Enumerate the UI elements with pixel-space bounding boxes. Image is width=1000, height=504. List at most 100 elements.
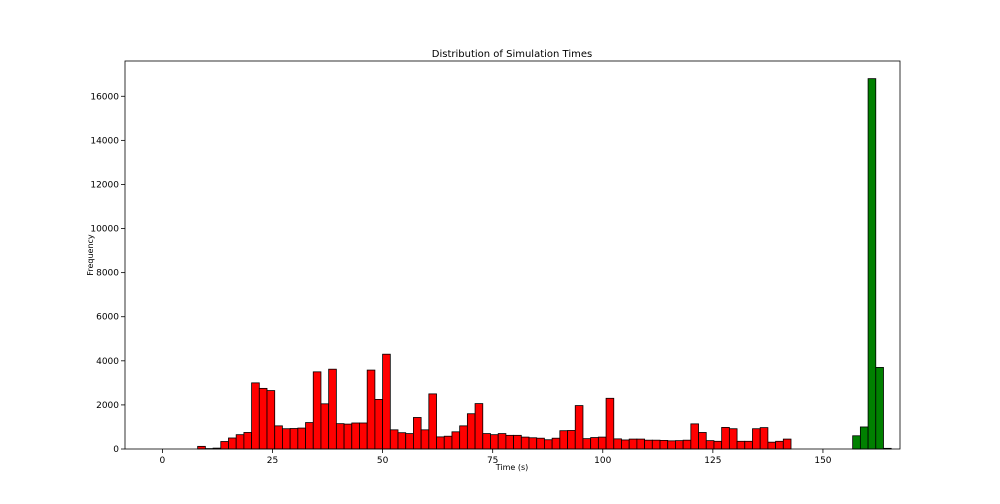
histogram-bar-1-2 — [867, 78, 877, 450]
histogram-bar-0-42 — [520, 436, 530, 450]
histogram-bar-0-57 — [636, 438, 646, 450]
histogram-bar-0-51 — [590, 437, 599, 450]
histogram-bar-0-9 — [266, 390, 276, 450]
histogram-bar-0-13 — [297, 427, 306, 450]
histogram-bar-0-48 — [567, 430, 576, 450]
histogram-bar-0-67 — [713, 440, 723, 450]
histogram-bar-0-64 — [690, 423, 699, 450]
histogram-bar-0-16 — [320, 403, 330, 450]
histogram-bar-0-26 — [397, 432, 407, 450]
histogram-bar-0-22 — [366, 369, 376, 450]
histogram-bar-0-61 — [667, 440, 676, 450]
histogram-bar-0-71 — [744, 440, 753, 450]
histogram-bar-0-17 — [328, 368, 337, 450]
histogram-bar-0-31 — [436, 436, 445, 450]
y-axis-label: Frequency — [86, 234, 95, 276]
y-tick-label-5: 10000 — [90, 225, 119, 235]
x-tick-label-5: 125 — [704, 456, 721, 466]
histogram-bar-0-75 — [775, 440, 784, 450]
histogram-bar-0-14 — [305, 422, 314, 450]
histogram-bar-0-30 — [428, 393, 437, 450]
histogram-bar-0-44 — [536, 437, 545, 450]
histogram-bar-0-23 — [374, 398, 383, 450]
histogram-bar-1-0 — [852, 435, 861, 450]
histogram-bar-0-27 — [405, 433, 414, 450]
histogram-bar-0-50 — [582, 438, 592, 450]
y-tick-label-3: 6000 — [96, 313, 119, 323]
histogram-bar-1-3 — [875, 367, 884, 450]
histogram-bar-0-4 — [228, 437, 237, 450]
y-tick-label-1: 2000 — [96, 401, 119, 411]
histogram-bar-0-29 — [420, 429, 430, 450]
histogram-bar-0-40 — [505, 434, 515, 450]
x-axis-label: Time (s) — [495, 463, 529, 472]
x-tick-label-3: 75 — [487, 456, 498, 466]
y-tick-label-2: 4000 — [96, 357, 119, 367]
histogram-bar-0-28 — [413, 417, 422, 450]
histogram-bar-0-59 — [651, 439, 661, 450]
histogram-bar-0-74 — [767, 441, 777, 450]
histogram-bar-0-24 — [382, 353, 391, 450]
histogram-bar-0-25 — [389, 429, 399, 450]
histogram-bar-0-11 — [282, 428, 291, 450]
histogram-bar-0-39 — [497, 433, 507, 450]
histogram-bar-0-32 — [443, 435, 453, 450]
bars-group — [197, 78, 892, 450]
chart-title: Distribution of Simulation Times — [432, 49, 592, 60]
histogram-bar-0-33 — [451, 431, 461, 450]
histogram-bar-0-35 — [466, 413, 476, 450]
histogram-bar-0-68 — [721, 426, 730, 450]
histogram-bar-0-18 — [335, 423, 345, 450]
histogram-bar-0-20 — [351, 422, 360, 450]
y-tick-label-7: 14000 — [90, 136, 119, 146]
histogram-bar-0-38 — [490, 434, 499, 450]
y-tick-label-8: 16000 — [90, 92, 119, 102]
histogram-bar-0-70 — [736, 440, 746, 450]
histogram-bar-0-52 — [597, 436, 607, 450]
histogram-bar-0-76 — [782, 438, 792, 450]
histogram-bar-0-43 — [528, 437, 538, 450]
histogram-bar-0-19 — [343, 423, 353, 450]
histogram-bar-0-58 — [644, 439, 653, 450]
histogram-bar-0-56 — [628, 438, 638, 450]
histogram-bar-0-72 — [752, 428, 761, 450]
y-tick-label-4: 8000 — [96, 269, 119, 279]
histogram-bar-0-5 — [235, 434, 245, 450]
histogram-bar-0-63 — [682, 439, 692, 450]
histogram-bar-0-55 — [621, 439, 630, 450]
histogram-bar-0-21 — [359, 422, 368, 450]
histogram-bar-0-60 — [659, 440, 669, 450]
histogram-bar-0-3 — [220, 441, 229, 450]
histogram-bar-0-69 — [728, 428, 738, 450]
histogram-bar-0-54 — [613, 438, 622, 450]
histogram-bar-0-47 — [559, 430, 568, 450]
histogram-bar-0-73 — [759, 427, 769, 450]
histogram-bar-0-46 — [551, 437, 561, 450]
histogram-bar-0-7 — [251, 382, 260, 450]
plot-frame — [124, 60, 901, 450]
x-tick-label-4: 100 — [594, 456, 611, 466]
histogram-bar-0-62 — [675, 440, 684, 450]
y-tick-label-0: 0 — [113, 445, 119, 455]
x-tick-label-1: 25 — [267, 456, 278, 466]
x-tick-label-0: 0 — [160, 456, 166, 466]
histogram-bar-0-34 — [459, 425, 468, 450]
histogram-bar-0-10 — [274, 425, 283, 450]
histogram-bar-0-12 — [289, 428, 299, 450]
y-axis: 0 2000 4000 6000 8000 10000 12000 14000 16000 — [90, 92, 125, 455]
histogram-bar-0-49 — [574, 405, 584, 450]
x-axis: 0 25 50 75 100 125 150 — [160, 449, 832, 466]
histogram-bar-0-66 — [705, 440, 715, 450]
x-tick-label-6: 150 — [814, 456, 831, 466]
histogram-bar-0-65 — [698, 432, 707, 450]
histogram-bar-0-6 — [243, 432, 252, 450]
histogram-bar-0-8 — [258, 387, 268, 450]
histogram-bar-0-53 — [605, 397, 615, 450]
histogram-bar-0-41 — [513, 434, 522, 450]
y-tick-label-6: 12000 — [90, 180, 119, 190]
histogram-bar-0-45 — [544, 439, 553, 450]
histogram-bar-0-37 — [482, 433, 491, 450]
x-tick-label-2: 50 — [377, 456, 389, 466]
histogram-bar-1-1 — [859, 426, 869, 450]
histogram-bar-0-36 — [474, 403, 484, 450]
